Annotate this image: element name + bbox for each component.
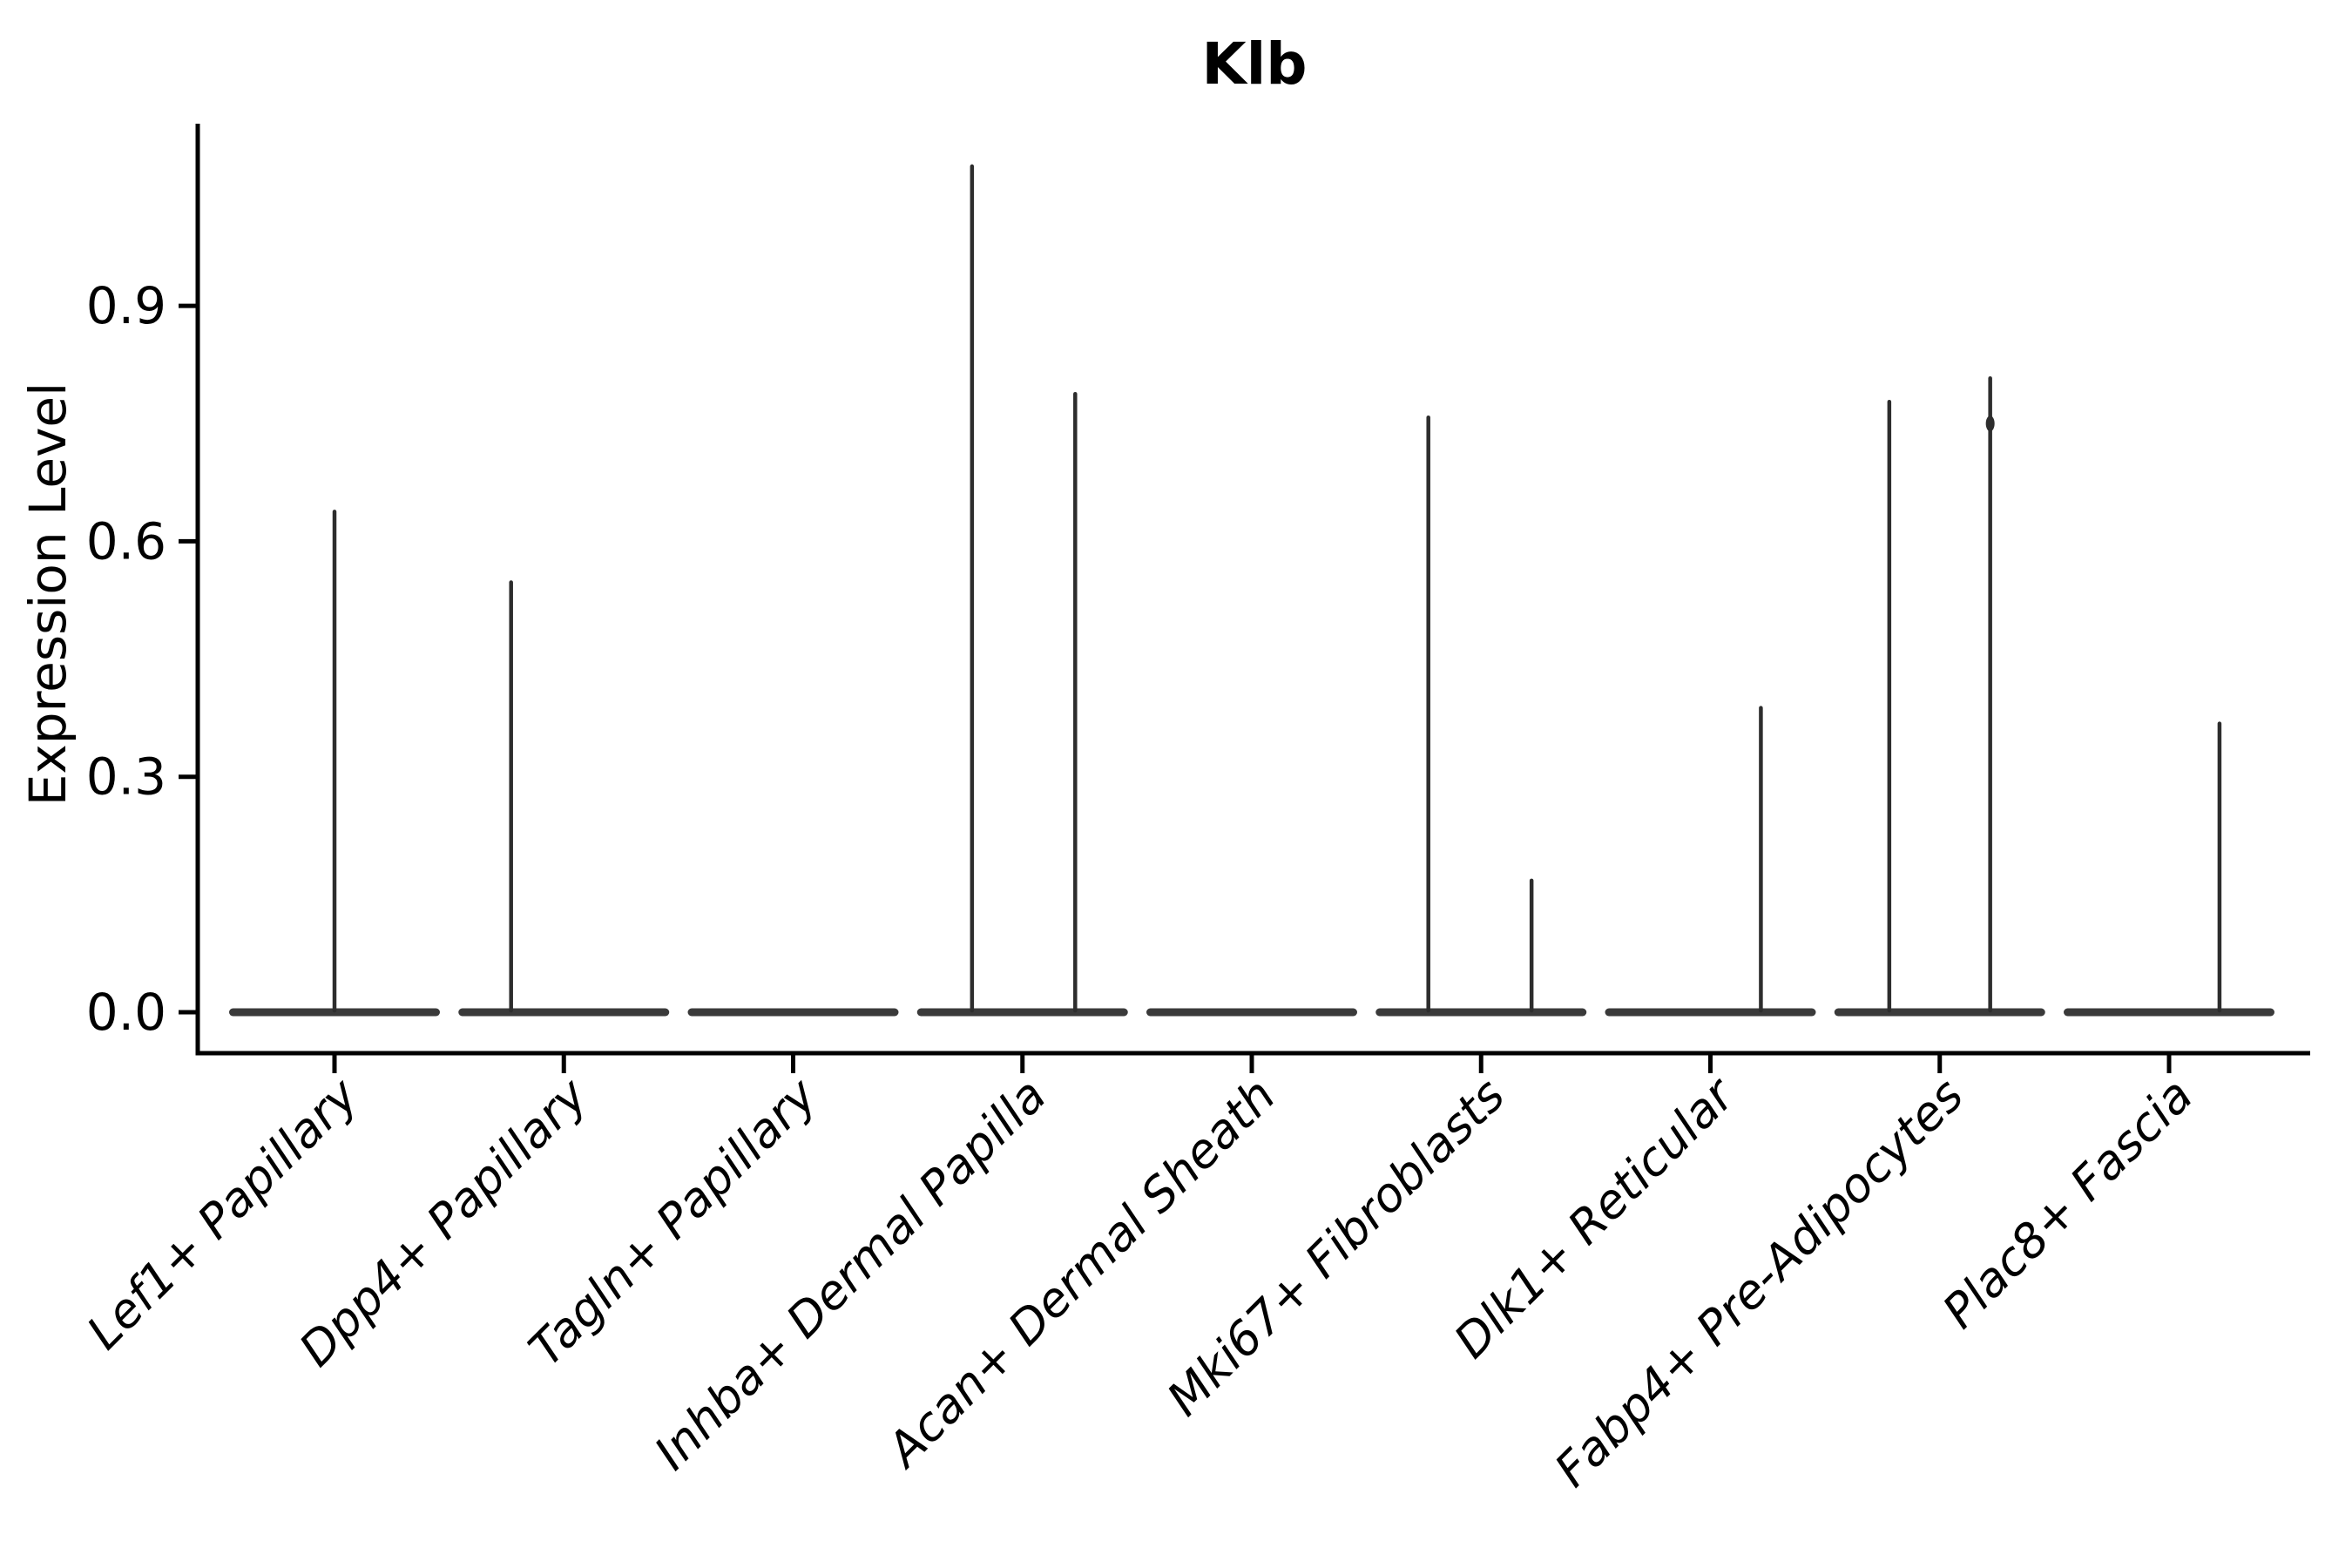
violin-zero-body bbox=[2064, 1008, 2274, 1017]
y-axis-label: Expression Level bbox=[18, 382, 78, 806]
violin-zero-body bbox=[916, 1008, 1128, 1017]
y-tick-label: 0.0 bbox=[86, 983, 166, 1042]
violin-zero-body bbox=[1605, 1008, 1816, 1017]
x-tick-label: Acan+ Dermal Sheath bbox=[875, 1068, 1286, 1479]
violin-zero-body bbox=[1375, 1008, 1587, 1017]
violin-spike-bump bbox=[1985, 416, 1995, 432]
chart-title: Klb bbox=[1201, 30, 1307, 98]
x-tick-label: Fabp4+ Pre-Adipocytes bbox=[1544, 1068, 1974, 1497]
violin-zero-body bbox=[1146, 1008, 1357, 1017]
violin-zero-body bbox=[687, 1008, 899, 1017]
y-tick-label: 0.6 bbox=[86, 511, 166, 571]
y-tick-label: 0.9 bbox=[86, 276, 166, 335]
violin-zero-body bbox=[1834, 1008, 2045, 1017]
x-tick-label: Inhba+ Dermal Papilla bbox=[644, 1068, 1057, 1481]
y-tick-label: 0.3 bbox=[86, 747, 166, 807]
violin-zero-body bbox=[458, 1008, 670, 1017]
x-tick-label: Plac8+ Fascia bbox=[1932, 1068, 2203, 1339]
